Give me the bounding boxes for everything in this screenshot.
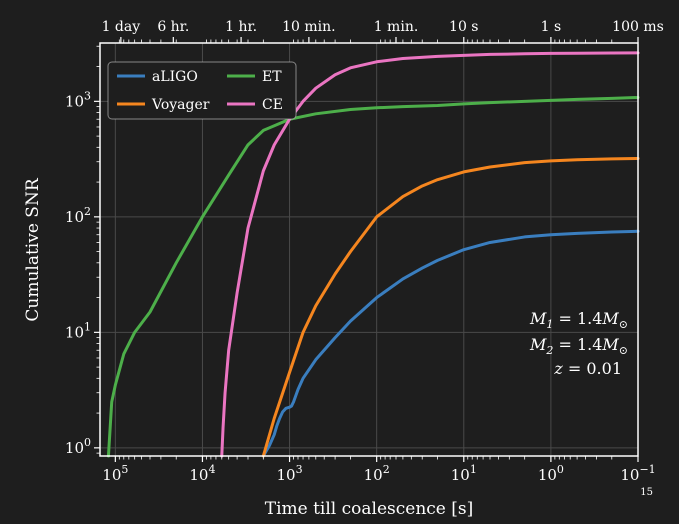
- y-axis-label: Cumulative SNR: [23, 177, 43, 321]
- x-tick-label: 102: [364, 463, 390, 484]
- mass-annotation: M1 = 1.4M⊙ M2 = 1.4M⊙ z = 0.01: [529, 309, 628, 378]
- legend-item-voyager: Voyager: [117, 97, 210, 113]
- annotation-m1: M1 = 1.4M⊙: [529, 309, 628, 331]
- legend-item-et: ET: [227, 69, 282, 85]
- legend-item-aligo: aLIGO: [117, 69, 198, 85]
- series-line-voyager: [261, 157, 640, 458]
- legend-item-ce: CE: [227, 97, 283, 113]
- legend-label-voyager: Voyager: [151, 97, 210, 113]
- legend-label-et: ET: [262, 69, 282, 85]
- y-tick-label: 103: [65, 89, 91, 110]
- top-tick-label: 100 ms: [612, 19, 664, 35]
- x-tick-label: 100: [538, 463, 564, 484]
- x-tick-label: 104: [189, 463, 215, 484]
- legend: aLIGO ET Voyager CE: [107, 61, 297, 120]
- series-line-aligo: [261, 229, 640, 458]
- top-tick-label: 1 min.: [374, 19, 419, 35]
- y-tick-label: 100: [65, 436, 91, 457]
- axis-ticks: 105 104 103 102 101 100 10−1 1 day 6 hr. 1 hr. 10 …: [65, 19, 664, 484]
- annotation-m2: M2 = 1.4M⊙: [529, 335, 628, 357]
- x-axis-label: Time till coalescence [s]: [265, 499, 474, 519]
- x-tick-label: 101: [451, 463, 477, 484]
- y-tick-label: 102: [65, 205, 91, 226]
- top-tick-label: 6 hr.: [157, 19, 189, 35]
- page-number: 15: [640, 487, 653, 498]
- top-tick-label: 10 min.: [282, 19, 335, 35]
- legend-label-aligo: aLIGO: [152, 69, 198, 85]
- top-tick-label: 1 day: [102, 19, 141, 35]
- x-tick-label: 103: [277, 463, 303, 484]
- x-tick-label: 10−1: [620, 463, 655, 484]
- top-tick-label: 10 s: [449, 19, 478, 35]
- x-tick-label: 105: [102, 463, 128, 484]
- top-tick-label: 1 s: [541, 19, 562, 35]
- series-lines: [106, 51, 640, 458]
- y-tick-label: 101: [65, 320, 91, 341]
- legend-label-ce: CE: [262, 97, 283, 113]
- top-tick-label: 1 hr.: [225, 19, 257, 35]
- annotation-redshift: z = 0.01: [553, 359, 622, 378]
- plot-frame: [99, 42, 639, 457]
- series-line-et: [106, 95, 640, 458]
- series-line-ce: [220, 51, 640, 458]
